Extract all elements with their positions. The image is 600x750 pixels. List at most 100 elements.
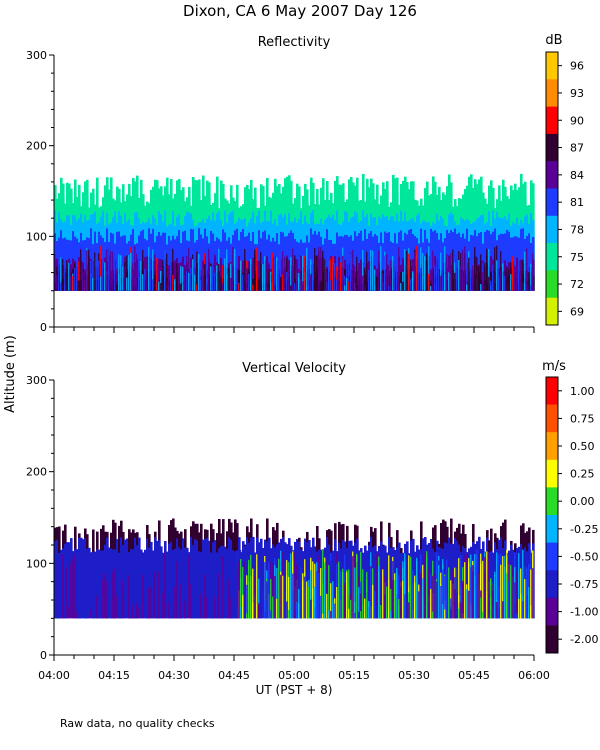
heatmap-streak	[230, 263, 232, 291]
heatmap-streak	[498, 590, 500, 619]
heatmap-streak	[230, 598, 232, 619]
heatmap-streak	[404, 561, 406, 619]
heatmap-streak	[222, 283, 224, 291]
heatmap-streak	[484, 557, 486, 619]
heatmap-streak	[388, 555, 390, 619]
heatmap-streak	[374, 591, 376, 619]
heatmap-cell	[298, 242, 301, 291]
colorbar-segment	[546, 79, 558, 107]
heatmap-cell	[430, 269, 433, 291]
heatmap-cell	[224, 546, 227, 619]
heatmap-cell	[140, 549, 143, 619]
heatmap-streak	[116, 595, 118, 619]
heatmap-streak	[136, 261, 138, 291]
heatmap-streak	[430, 280, 432, 291]
colorbar-label: 0.50	[570, 440, 595, 453]
heatmap-cell	[82, 539, 85, 619]
heatmap-cell	[116, 231, 119, 291]
heatmap-streak	[384, 255, 386, 291]
heatmap-streak	[508, 269, 510, 291]
heatmap-streak	[354, 567, 356, 619]
heatmap-streak	[252, 568, 254, 619]
heatmap-streak	[518, 553, 520, 619]
heatmap-streak	[406, 558, 408, 619]
heatmap-streak	[250, 279, 252, 291]
heatmap-streak	[530, 263, 532, 291]
heatmap-streak	[258, 279, 260, 291]
heatmap-streak	[400, 283, 402, 291]
heatmap-streak	[484, 262, 486, 291]
heatmap-streak	[286, 271, 288, 291]
heatmap-streak	[160, 283, 162, 291]
heatmap-streak	[482, 272, 484, 291]
heatmap-cell	[180, 549, 183, 619]
colorbar-label: 69	[570, 305, 584, 318]
heatmap-streak	[442, 246, 444, 291]
heatmap-streak	[154, 275, 156, 291]
heatmap-streak	[200, 593, 202, 619]
heatmap-streak	[460, 555, 462, 619]
heatmap-streak	[402, 580, 404, 619]
heatmap-streak	[412, 272, 414, 291]
heatmap-streak	[190, 583, 192, 619]
heatmap-streak	[100, 276, 102, 291]
heatmap-streak	[230, 278, 232, 291]
colorbar-segment	[546, 432, 558, 461]
heatmap-streak	[390, 610, 392, 619]
heatmap-streak	[84, 271, 86, 291]
heatmap-cell	[60, 549, 63, 619]
heatmap-streak	[440, 276, 442, 291]
heatmap-cell	[258, 230, 261, 291]
heatmap-streak	[308, 586, 310, 619]
heatmap-streak	[232, 564, 234, 619]
heatmap-streak	[142, 574, 144, 619]
heatmap-streak	[432, 611, 434, 619]
heatmap-streak	[350, 560, 352, 619]
heatmap-streak	[398, 599, 400, 619]
heatmap-streak	[370, 568, 372, 619]
heatmap-cell	[140, 231, 143, 291]
heatmap-streak	[336, 279, 338, 291]
heatmap-streak	[166, 590, 168, 619]
heatmap-streak	[80, 250, 82, 291]
heatmap-streak	[214, 596, 216, 619]
heatmap-streak	[468, 257, 470, 291]
heatmap-streak	[334, 603, 336, 619]
heatmap-cell	[382, 243, 385, 291]
heatmap-streak	[116, 268, 118, 291]
heatmap-streak	[420, 268, 422, 291]
heatmap-streak	[492, 264, 494, 291]
y-tick-label: 100	[26, 230, 47, 243]
heatmap-streak	[422, 578, 424, 619]
heatmap-streak	[350, 253, 352, 291]
heatmap-streak	[114, 252, 116, 291]
heatmap-streak	[310, 274, 312, 291]
heatmap-streak	[98, 560, 100, 619]
heatmap-streak	[394, 580, 396, 619]
heatmap-streak	[462, 580, 464, 619]
heatmap-streak	[54, 565, 56, 619]
heatmap-streak	[312, 588, 314, 619]
heatmap-streak	[74, 268, 76, 291]
heatmap-cell	[174, 548, 177, 619]
heatmap-streak	[512, 566, 514, 619]
heatmap-streak	[500, 564, 502, 619]
heatmap-streak	[354, 612, 356, 619]
heatmap-streak	[454, 589, 456, 619]
heatmap-streak	[362, 275, 364, 291]
colorbar-segment	[546, 297, 558, 326]
heatmap-streak	[68, 262, 70, 291]
heatmap-streak	[418, 254, 420, 291]
heatmap-streak	[526, 248, 528, 291]
heatmap-cell	[178, 230, 181, 291]
heatmap-streak	[204, 574, 206, 619]
heatmap-cell	[122, 235, 125, 291]
heatmap-streak	[58, 246, 60, 291]
heatmap-streak	[88, 249, 90, 291]
heatmap-streak	[480, 284, 482, 291]
colorbar-label: 93	[570, 87, 584, 100]
heatmap-cell	[502, 234, 505, 291]
heatmap-streak	[198, 554, 200, 619]
heatmap-streak	[528, 272, 530, 291]
heatmap-streak	[330, 611, 332, 619]
